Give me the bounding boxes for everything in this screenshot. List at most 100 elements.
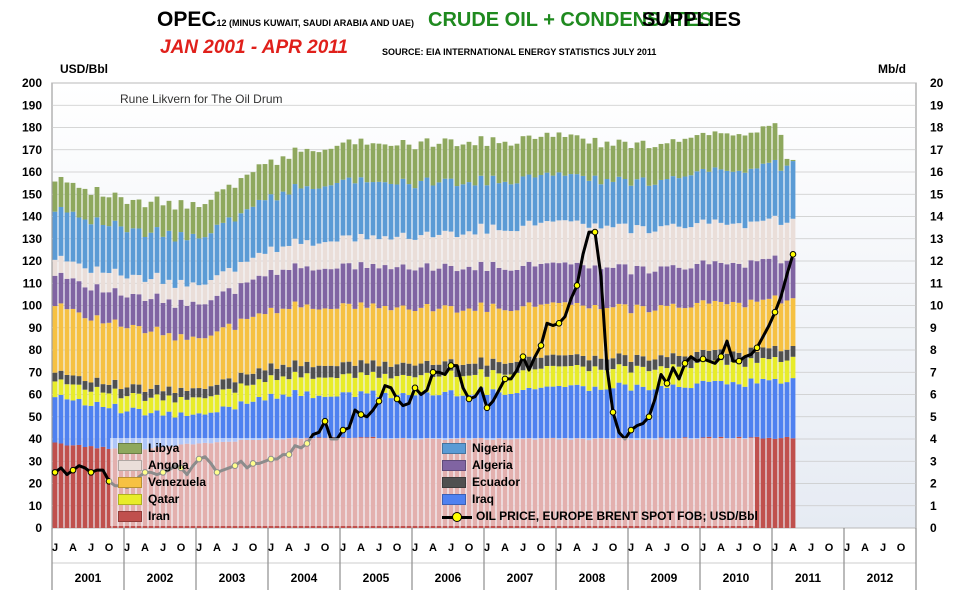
bar-qatar — [172, 402, 178, 418]
x-year-label: 2011 — [795, 571, 821, 585]
bar-venezuela — [196, 338, 202, 389]
bar-angola — [448, 231, 454, 266]
bar-iran — [766, 437, 772, 528]
bar-venezuela — [478, 302, 484, 358]
bar-venezuela — [202, 338, 208, 389]
bar-algeria — [718, 262, 724, 302]
bar-nigeria — [730, 171, 736, 224]
bar-algeria — [136, 294, 142, 327]
chart-title-suffix: SUPPLIES — [642, 9, 741, 31]
bar-nigeria — [304, 186, 310, 241]
y-tick-right: 9 — [930, 321, 937, 335]
bar-algeria — [610, 267, 616, 308]
bar-qatar — [274, 380, 280, 399]
bar-iraq — [568, 385, 574, 440]
bar-venezuela — [88, 320, 94, 383]
bar-nigeria — [634, 179, 640, 226]
bar-qatar — [424, 372, 430, 393]
bar-libya — [286, 158, 292, 195]
x-tick-label: J — [664, 542, 670, 554]
bar-angola — [490, 224, 496, 262]
x-tick-label: O — [537, 542, 546, 554]
bar-ecuador — [232, 382, 238, 393]
bar-venezuela — [190, 336, 196, 389]
bar-algeria — [694, 263, 700, 303]
bar-libya — [538, 136, 544, 175]
bar-qatar — [754, 362, 760, 384]
bar-algeria — [304, 266, 310, 305]
bar-qatar — [742, 366, 748, 387]
bar-qatar — [286, 379, 292, 397]
bar-algeria — [280, 269, 286, 309]
bar-ecuador — [310, 367, 316, 379]
bar-nigeria — [592, 175, 598, 224]
bar-algeria — [382, 265, 388, 306]
bar-libya — [172, 209, 178, 242]
bar-ecuador — [88, 382, 94, 392]
bar-iraq — [178, 412, 184, 445]
bar-angola — [412, 239, 418, 271]
bar-venezuela — [496, 308, 502, 363]
bar-nigeria — [256, 199, 262, 253]
bar-angola — [262, 253, 268, 277]
bar-libya — [556, 132, 562, 173]
bar-qatar — [118, 398, 124, 414]
bar-ecuador — [70, 375, 76, 385]
bar-angola — [748, 221, 754, 261]
legend-item-iran: Iran — [118, 509, 170, 523]
bar-iraq — [340, 392, 346, 438]
bar-nigeria — [472, 185, 478, 235]
bar-nigeria — [706, 171, 712, 224]
bar-ecuador — [370, 360, 376, 372]
bar-nigeria — [376, 181, 382, 240]
bar-angola — [172, 287, 178, 308]
bar-angola — [658, 226, 664, 267]
bar-ecuador — [466, 363, 472, 376]
bar-iran — [760, 438, 766, 528]
y-tick-right: 8 — [930, 343, 937, 357]
x-tick-label: J — [376, 542, 382, 554]
bar-ecuador — [166, 386, 172, 396]
price-point — [555, 320, 563, 327]
bar-venezuela — [556, 302, 562, 356]
bar-iran — [52, 442, 58, 528]
bar-venezuela — [274, 313, 280, 369]
bar-algeria — [550, 262, 556, 303]
bar-ecuador — [616, 353, 622, 365]
bar-libya — [688, 137, 694, 176]
bar-libya — [232, 187, 238, 222]
bar-nigeria — [580, 175, 586, 224]
bar-nigeria — [478, 175, 484, 224]
bar-libya — [574, 135, 580, 175]
x-tick-label: J — [592, 542, 598, 554]
bar-libya — [70, 182, 76, 212]
bar-qatar — [52, 381, 58, 398]
bar-ecuador — [592, 355, 598, 367]
bar-angola — [556, 220, 562, 264]
bar-ecuador — [52, 372, 58, 382]
bar-angola — [106, 272, 112, 293]
bar-libya — [706, 135, 712, 172]
bar-venezuela — [124, 328, 130, 388]
bar-nigeria — [220, 222, 226, 272]
bar-venezuela — [382, 305, 388, 362]
bar-algeria — [94, 284, 100, 316]
bar-venezuela — [244, 318, 250, 375]
bar-iraq — [532, 389, 538, 440]
bar-libya — [658, 143, 664, 180]
bar-algeria — [502, 269, 508, 311]
bar-algeria — [484, 270, 490, 312]
bar-qatar — [556, 366, 562, 386]
bar-ecuador — [238, 372, 244, 384]
bar-ecuador — [598, 358, 604, 370]
bar-ecuador — [538, 357, 544, 369]
bar-iraq — [118, 413, 124, 451]
bar-venezuela — [130, 324, 136, 385]
bar-iraq — [322, 396, 328, 438]
bar-angola — [508, 231, 514, 271]
bar-angola — [502, 230, 508, 270]
y-tick-right: 7 — [930, 365, 937, 379]
bar-iran — [784, 436, 790, 528]
bar-libya — [106, 197, 112, 227]
bar-venezuela — [472, 310, 478, 364]
